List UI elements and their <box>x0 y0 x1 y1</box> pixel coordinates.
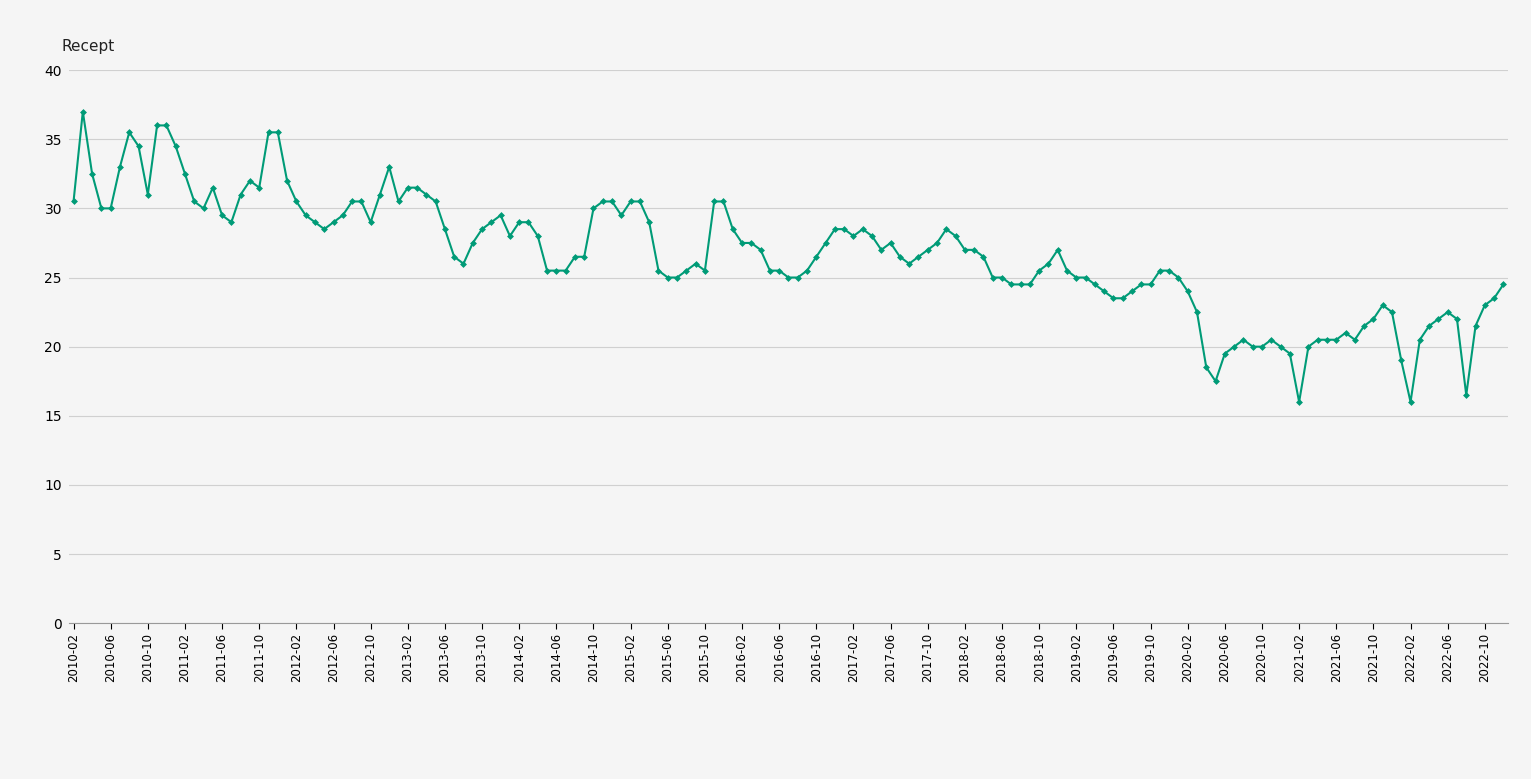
Text: Recept: Recept <box>61 38 115 54</box>
